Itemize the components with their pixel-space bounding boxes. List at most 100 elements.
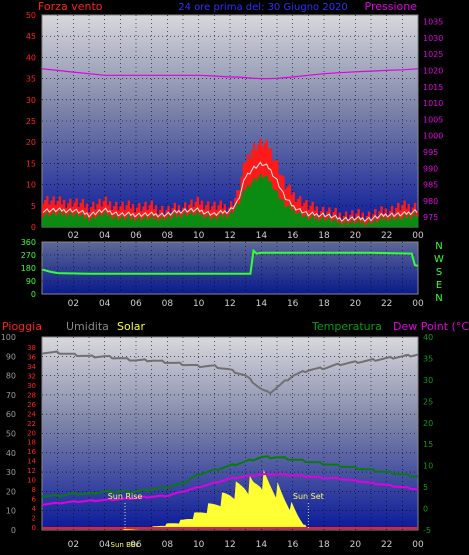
wind-gust-bar xyxy=(161,205,164,227)
wind-average-bar xyxy=(227,214,231,227)
humidity-y-tick-label: 50 xyxy=(6,430,16,439)
pressure-y-tick-label: 985 xyxy=(423,181,438,190)
x-tick-label: 12 xyxy=(224,540,235,550)
wind-average-bar xyxy=(273,189,277,227)
x-tick-label: 20 xyxy=(350,540,362,550)
x-tick-label: 10 xyxy=(193,231,205,241)
wind-average-bar xyxy=(121,215,124,227)
rain-y-tick-label: 28 xyxy=(27,391,36,399)
wind-average-bar xyxy=(361,221,364,227)
wind-gust-bar xyxy=(390,205,394,227)
wind-average-bar xyxy=(267,180,270,227)
wind-gust-bar xyxy=(332,212,335,227)
direction-y-tick-label: 270 xyxy=(21,251,36,260)
rain-y-tick-label: 22 xyxy=(27,420,36,428)
wind-average-bar xyxy=(75,212,78,227)
wind-average-bar xyxy=(411,215,415,227)
wind-average-bar xyxy=(48,216,51,227)
wind-average-bar xyxy=(344,220,348,227)
wind-average-bar xyxy=(117,219,120,227)
wind-average-bar xyxy=(184,212,187,227)
wind-average-bar xyxy=(265,175,268,227)
wind-axis-title: Forza vento xyxy=(38,0,103,13)
wind-y-tick-label: 15 xyxy=(26,159,36,168)
wind-average-bar xyxy=(215,219,218,227)
wind-average-bar xyxy=(269,181,273,227)
wind-gust-bar xyxy=(361,212,364,227)
wind-gust-bar xyxy=(83,207,87,227)
wind-gust-bar xyxy=(110,209,114,227)
wind-y-tick-label: 0 xyxy=(31,223,36,232)
pressure-y-tick-label: 1015 xyxy=(423,83,443,92)
wind-average-bar xyxy=(73,214,76,227)
wind-average-bar xyxy=(186,216,189,227)
temperature-y-tick-label: 30 xyxy=(423,376,433,385)
wind-average-bar xyxy=(104,211,108,227)
wind-average-bar xyxy=(390,216,394,227)
wind-gust-bar xyxy=(156,213,160,227)
wind-average-bar xyxy=(328,217,331,227)
pressure-y-tick-label: 990 xyxy=(423,164,438,173)
wind-direction-y-ticks: 0 90 180 270 360 xyxy=(21,238,36,299)
x-tick-label: 08 xyxy=(162,231,174,241)
wind-gust-bar xyxy=(359,217,362,227)
wind-average-bar xyxy=(52,211,55,227)
humidity-y-tick-label: 10 xyxy=(6,507,16,516)
wind-average-bar xyxy=(242,190,245,227)
wind-average-bar xyxy=(286,206,289,227)
wind-gust-bar xyxy=(113,205,116,227)
x-tick-label: 00 xyxy=(412,299,424,309)
wind-gust-bar xyxy=(328,207,331,227)
wind-average-bar xyxy=(409,218,413,227)
wind-average-bar xyxy=(374,218,377,227)
wind-average-bar xyxy=(346,224,350,227)
wind-average-bar xyxy=(363,225,367,227)
wind-average-bar xyxy=(148,217,151,227)
wind-average-bar xyxy=(301,217,304,227)
wind-gust-bar xyxy=(376,216,379,227)
x-tick-label: 10 xyxy=(193,540,205,550)
x-tick-label: 22 xyxy=(381,231,392,241)
wind-average-bar xyxy=(303,215,306,227)
wind-gust-bar xyxy=(146,209,149,227)
wind-average-bar xyxy=(248,186,252,227)
wind-gust-bar xyxy=(138,202,141,227)
wind-gust-bar xyxy=(399,210,402,227)
wind-average-bar xyxy=(234,208,237,227)
wind-gust-bar xyxy=(401,205,404,227)
sun-bottom-marker-bg xyxy=(108,539,143,549)
wind-average-bar xyxy=(50,213,53,227)
wind-average-bar xyxy=(236,203,239,227)
x-tick-label: 10 xyxy=(193,299,205,309)
wind-average-bar xyxy=(71,216,74,227)
wind-average-bar xyxy=(225,217,229,227)
pressure-y-ticks: 975 980 985 990 995 1000 1005 1010 1015 1020 1025 1… xyxy=(423,18,443,223)
wind-average-bar xyxy=(179,217,183,227)
wind-average-bar xyxy=(342,222,346,227)
wind-gust-bar xyxy=(144,201,147,227)
rain-y-tick-label: 30 xyxy=(27,382,36,390)
temperature-y-tick-label: 15 xyxy=(423,440,433,449)
wind-average-bar xyxy=(190,211,193,227)
x-tick-label: 00 xyxy=(412,231,424,241)
x-tick-label: 14 xyxy=(256,299,268,309)
wind-average-bar xyxy=(240,196,243,227)
x-tick-label: 08 xyxy=(162,299,174,309)
wind-average-bar xyxy=(213,215,216,227)
x-tick-label: 06 xyxy=(130,299,142,309)
humidity-y-tick-label: 100 xyxy=(1,333,16,342)
temperature-y-tick-label: -5 xyxy=(423,526,431,535)
pressure-y-tick-label: 1025 xyxy=(423,50,443,59)
wind-gust-bar xyxy=(303,202,306,227)
wind-gust-bar xyxy=(369,219,373,227)
wind-average-bar xyxy=(92,215,95,227)
wind-average-bar xyxy=(280,199,283,227)
wind-gust-bar xyxy=(79,202,82,227)
wind-average-bar xyxy=(58,211,62,227)
wind-average-bar xyxy=(119,218,122,227)
wind-average-bar xyxy=(175,216,179,227)
pressure-y-tick-label: 975 xyxy=(423,213,438,222)
wind-average-bar xyxy=(123,219,126,227)
